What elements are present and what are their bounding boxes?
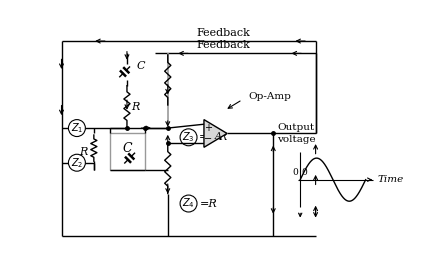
Text: R: R [132,102,140,112]
Text: =R: =R [199,198,217,208]
Text: Time: Time [377,175,403,184]
Text: $Z_1$: $Z_1$ [70,121,83,135]
Polygon shape [204,120,227,147]
Text: C: C [136,61,145,71]
Text: $Z_3$: $Z_3$ [182,130,195,144]
Text: C: C [122,142,132,155]
Text: A: A [214,132,221,141]
Text: $Z_4$: $Z_4$ [182,197,195,210]
Text: Output
voltage: Output voltage [277,123,316,143]
Text: 0: 0 [292,168,298,177]
Text: R: R [79,147,88,157]
Text: Feedback: Feedback [196,40,250,50]
Text: Feedback: Feedback [196,28,250,38]
Text: = 2R: = 2R [199,132,228,142]
Text: 0: 0 [302,168,308,177]
Text: $Z_2$: $Z_2$ [70,156,83,170]
Text: Op-Amp: Op-Amp [249,92,292,101]
Text: +: + [204,123,212,133]
Text: −: − [204,134,212,144]
